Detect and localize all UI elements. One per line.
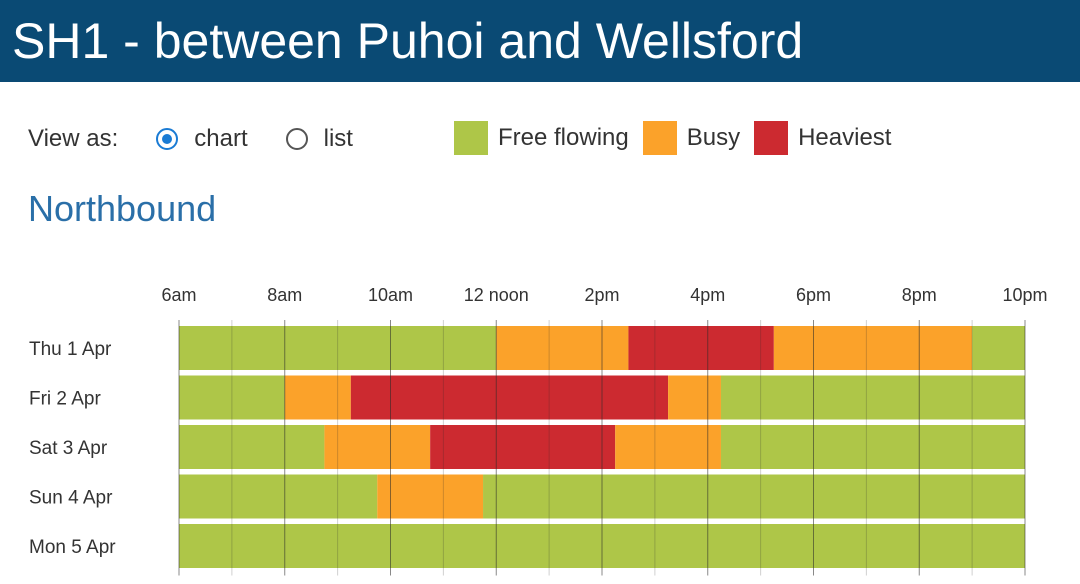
legend-swatch-heavy (754, 121, 789, 155)
x-tick-label: 4pm (690, 285, 725, 305)
chart-option-label: chart (194, 125, 248, 152)
x-tick-label: 6am (161, 285, 196, 305)
view-chart-option[interactable]: chart (156, 125, 248, 153)
segment-heavy (350, 375, 669, 420)
traffic-chart: Thu 1 Apr Fri 2 Apr Sat 3 Apr Sun 4 Apr Mon … (29, 285, 1048, 576)
legend-label-heavy: Heaviest (798, 124, 892, 151)
segment-free (972, 326, 1025, 370)
x-tick-label: 8am (267, 285, 302, 305)
segment-busy (615, 425, 721, 469)
segment-heavy (430, 425, 616, 469)
x-tick-label: 10pm (1002, 285, 1047, 305)
segment-busy (377, 474, 484, 519)
legend: Free flowing Busy Heaviest (454, 118, 905, 158)
row-label: Sun 4 Apr (29, 488, 113, 509)
segment-free (720, 375, 1025, 420)
x-tick-label: 6pm (796, 285, 831, 305)
page-title: SH1 - between Puhoi and Wellsford (12, 13, 804, 69)
list-option-label: list (323, 125, 353, 152)
legend-swatch-free (454, 121, 488, 155)
x-tick-label: 10am (368, 285, 413, 305)
page-header: SH1 - between Puhoi and Wellsford (0, 0, 1080, 82)
x-tick-label: 8pm (902, 285, 937, 305)
view-as-controls: View as: chart list (28, 116, 391, 162)
segment-busy (773, 326, 973, 370)
row-label: Mon 5 Apr (29, 537, 116, 558)
row-label: Thu 1 Apr (29, 339, 112, 360)
legend-item-heavy: Heaviest (754, 121, 891, 155)
segment-free (179, 375, 285, 420)
legend-label-free: Free flowing (498, 124, 629, 151)
segment-free (179, 425, 325, 469)
legend-item-busy: Busy (642, 121, 741, 155)
segment-busy (668, 375, 721, 420)
segment-free (179, 474, 378, 519)
legend-swatch-busy (642, 121, 677, 155)
row-label: Sat 3 Apr (29, 438, 108, 459)
segment-free (483, 474, 1025, 519)
chart-radio[interactable] (156, 128, 179, 150)
segment-free (720, 425, 1025, 469)
segment-busy (324, 425, 431, 469)
segment-heavy (628, 326, 774, 370)
view-list-option[interactable]: list (285, 125, 353, 153)
legend-label-busy: Busy (686, 124, 741, 151)
segment-busy (284, 375, 351, 420)
row-label: Fri 2 Apr (29, 389, 101, 410)
x-tick-label: 12 noon (464, 285, 529, 305)
view-as-label: View as: (28, 125, 119, 152)
section-title: Northbound (28, 188, 217, 229)
list-radio[interactable] (285, 128, 308, 150)
x-tick-label: 2pm (584, 285, 619, 305)
segment-free (179, 326, 497, 370)
legend-item-free: Free flowing (454, 121, 629, 155)
segment-busy (496, 326, 629, 370)
